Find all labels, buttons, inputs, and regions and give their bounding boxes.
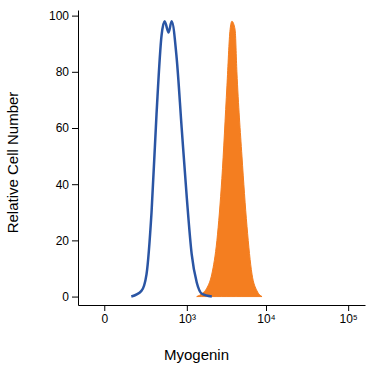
tick: 10⁴ <box>257 305 276 326</box>
marks <box>131 21 262 296</box>
tick-mark <box>104 305 105 311</box>
tick-mark <box>72 184 78 185</box>
tick-label: 60 <box>56 121 70 135</box>
tick-label: 100 <box>49 9 69 23</box>
tick-mark <box>187 305 188 311</box>
tick-mark <box>266 305 267 311</box>
x-axis: 0 10³ 10⁴ 10⁵ <box>79 305 366 326</box>
tick-label: 40 <box>56 178 70 192</box>
tick-mark <box>72 16 78 17</box>
x-axis-title: Myogenin <box>164 346 229 363</box>
tick: 20 <box>56 234 78 248</box>
series-group <box>131 21 262 296</box>
tick: 0 <box>101 305 108 326</box>
tick: 60 <box>56 121 78 135</box>
tick: 10³ <box>179 305 196 326</box>
histogram-line <box>131 21 212 296</box>
tick-mark <box>72 72 78 73</box>
tick-label: 0 <box>62 290 69 304</box>
tick: 40 <box>56 178 78 192</box>
tick-mark <box>348 305 349 311</box>
tick: 10⁵ <box>340 305 358 326</box>
tick-label: 10⁴ <box>257 312 276 326</box>
tick-mark <box>72 240 78 241</box>
tick-label: 20 <box>56 234 70 248</box>
plot: 0 10³ 10⁴ 10⁵ 0 20 40 60 80 100 <box>49 9 366 326</box>
tick-label: 80 <box>56 65 70 79</box>
tick-mark <box>72 128 78 129</box>
tick-label: 10⁵ <box>340 312 358 326</box>
tick: 0 <box>62 290 78 304</box>
tick: 100 <box>49 9 78 23</box>
tick-label: 10³ <box>179 312 196 326</box>
chart: 0 10³ 10⁴ 10⁵ 0 20 40 60 80 100 Myogenin Relative C… <box>0 0 370 372</box>
histogram-area <box>197 21 262 296</box>
x-axis-line <box>79 305 366 306</box>
y-axis-line <box>78 11 79 306</box>
tick-mark <box>72 297 78 298</box>
y-axis-title: Relative Cell Number <box>4 92 21 234</box>
tick-label: 0 <box>101 312 108 326</box>
tick: 80 <box>56 65 78 79</box>
y-axis: 0 20 40 60 80 100 <box>49 9 79 306</box>
